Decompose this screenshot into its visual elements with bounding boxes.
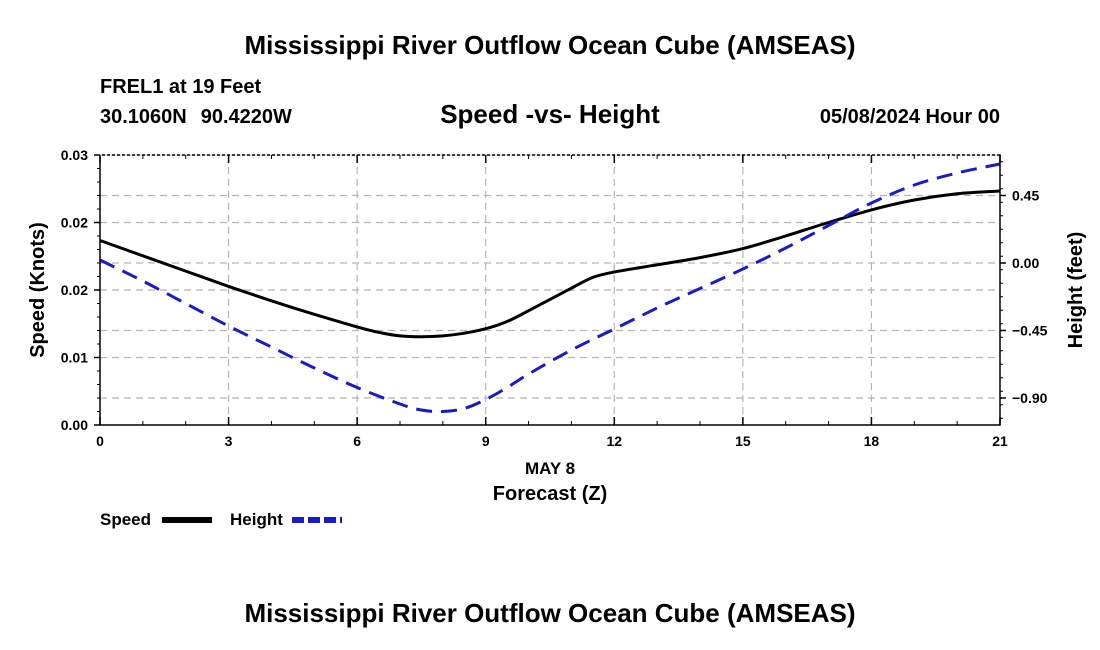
station-label: FREL1 at 19 Feet <box>100 76 262 98</box>
series-lines <box>99 162 1001 414</box>
x-axis-title: Forecast (Z) <box>493 483 607 505</box>
grid-lines <box>100 155 1000 425</box>
y-left-tick-label: 0.01 <box>61 350 88 366</box>
legend-speed-label: Speed <box>100 510 152 529</box>
y-right-tick-label: −0.45 <box>1012 323 1048 339</box>
speed-series-line <box>99 189 1001 339</box>
x-tick-label: 9 <box>482 433 490 449</box>
legend-height-label: Height <box>230 510 283 529</box>
coordinates: 30.1060N 90.4220W <box>100 106 292 129</box>
y-right-tick-label: −0.90 <box>1012 390 1048 406</box>
y-left-tick-label: 0.02 <box>61 215 88 231</box>
latitude-label: 30.1060N <box>100 106 187 128</box>
y-right-tick-label: 0.00 <box>1012 255 1039 271</box>
x-date-label: MAY 8 <box>525 459 575 478</box>
x-tick-label: 3 <box>225 433 233 449</box>
y-right-tick-label: 0.45 <box>1012 188 1039 204</box>
x-tick-label: 21 <box>992 433 1008 449</box>
height-series-line <box>99 162 1001 414</box>
x-tick-label: 6 <box>353 433 361 449</box>
chart-title: Mississippi River Outflow Ocean Cube (AM… <box>244 30 856 60</box>
x-tick-label: 0 <box>96 433 104 449</box>
x-tick-label: 18 <box>864 433 880 449</box>
footer-title: Mississippi River Outflow Ocean Cube (AM… <box>244 598 856 628</box>
y-left-axis-title: Speed (Knots) <box>27 222 49 358</box>
axis-labels: 0 3 6 9 12 15 18 21 0.00 0.01 0.02 0.02 0.03 0.45 0.00… <box>27 147 1087 505</box>
y-left-tick-label: 0.02 <box>61 282 88 298</box>
y-left-tick-label: 0.00 <box>61 417 88 433</box>
axis-ticks <box>94 154 1006 426</box>
x-tick-label: 12 <box>606 433 622 449</box>
longitude-label: 90.4220W <box>200 106 292 128</box>
chart-subtitle: Speed -vs- Height <box>440 99 660 129</box>
y-right-axis-title: Height (feet) <box>1065 232 1087 349</box>
forecast-datetime: 05/08/2024 Hour 00 <box>819 106 1000 128</box>
x-tick-label: 15 <box>735 433 751 449</box>
y-left-tick-label: 0.03 <box>61 147 88 163</box>
